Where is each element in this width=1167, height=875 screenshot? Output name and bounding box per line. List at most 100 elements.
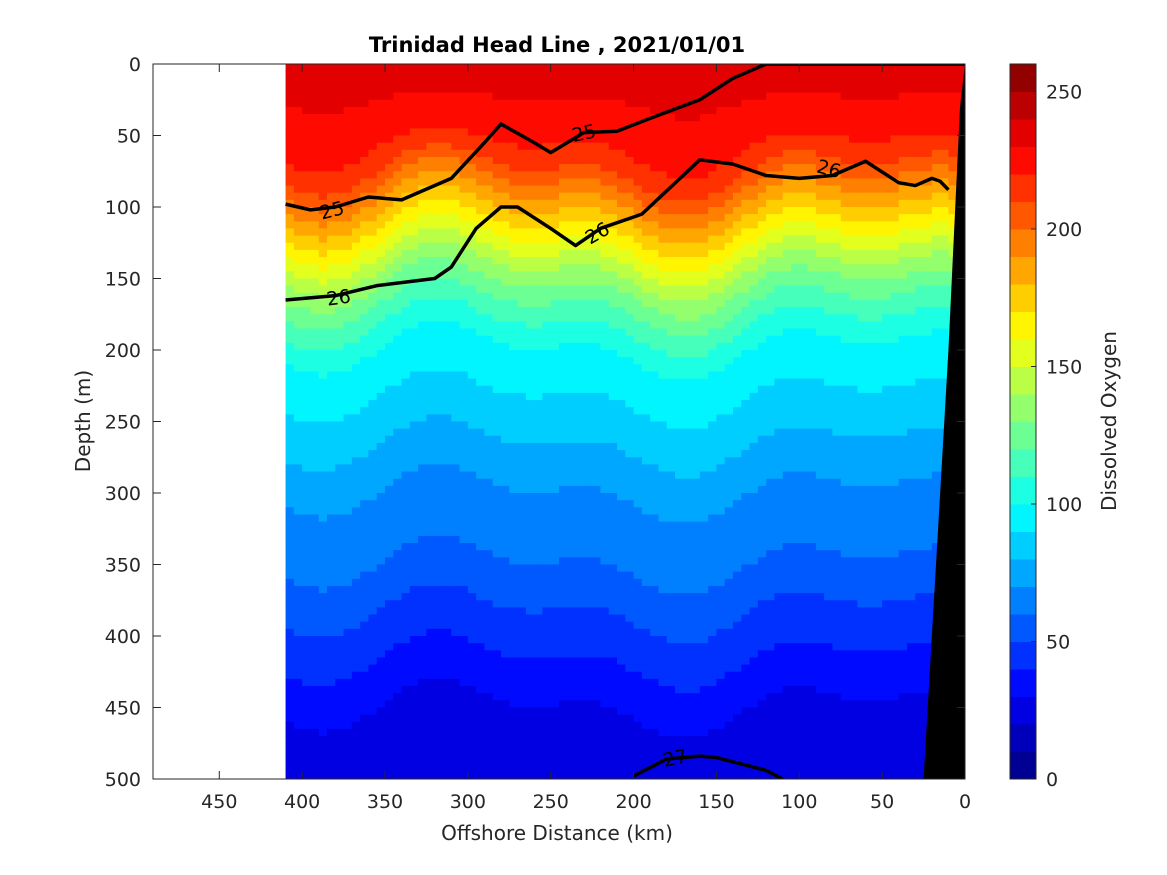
field-cell bbox=[343, 585, 353, 594]
field-cell bbox=[575, 700, 585, 709]
field-cell bbox=[633, 750, 643, 759]
field-cell bbox=[368, 428, 378, 437]
field-cell bbox=[401, 450, 411, 458]
field-cell bbox=[650, 335, 660, 344]
field-cell bbox=[683, 521, 693, 530]
field-cell bbox=[293, 564, 303, 573]
field-cell bbox=[327, 514, 336, 523]
field-cell bbox=[443, 721, 452, 730]
field-cell bbox=[509, 171, 519, 179]
field-cell bbox=[285, 550, 295, 558]
field-cell bbox=[385, 593, 394, 601]
field-cell bbox=[376, 557, 386, 566]
field-cell bbox=[318, 571, 328, 580]
field-cell bbox=[351, 500, 361, 508]
field-cell bbox=[385, 99, 394, 108]
field-cell bbox=[293, 207, 303, 215]
field-cell bbox=[310, 714, 320, 723]
field-cell bbox=[409, 207, 419, 215]
field-cell bbox=[683, 364, 693, 373]
field-cell bbox=[567, 678, 577, 687]
field-cell bbox=[418, 643, 428, 651]
field-cell bbox=[592, 621, 602, 630]
field-cell bbox=[575, 628, 585, 637]
field-cell bbox=[385, 628, 394, 637]
field-cell bbox=[426, 550, 436, 558]
field-cell bbox=[285, 299, 295, 308]
field-cell bbox=[467, 707, 477, 716]
field-cell bbox=[293, 328, 303, 337]
field-cell bbox=[310, 285, 320, 294]
field-cell bbox=[360, 564, 370, 573]
field-cell bbox=[318, 550, 328, 558]
field-cell bbox=[451, 307, 461, 315]
field-cell bbox=[434, 71, 444, 79]
field-cell bbox=[559, 335, 568, 344]
field-cell bbox=[360, 164, 370, 172]
field-cell bbox=[368, 664, 378, 673]
field-cell bbox=[683, 686, 693, 694]
field-cell bbox=[302, 528, 312, 537]
field-cell bbox=[625, 500, 635, 508]
field-cell bbox=[443, 743, 452, 751]
field-cell bbox=[335, 693, 345, 701]
field-cell bbox=[443, 164, 452, 172]
field-cell bbox=[542, 636, 552, 644]
field-cell bbox=[343, 156, 353, 165]
field-cell bbox=[368, 414, 378, 423]
field-cell bbox=[443, 335, 452, 344]
field-cell bbox=[633, 721, 643, 730]
field-cell bbox=[335, 307, 345, 315]
field-cell bbox=[534, 621, 544, 630]
field-cell bbox=[409, 392, 419, 401]
field-cell bbox=[293, 392, 303, 401]
field-cell bbox=[409, 314, 419, 322]
field-cell bbox=[509, 185, 519, 194]
field-cell bbox=[351, 342, 361, 351]
field-cell bbox=[617, 285, 626, 294]
field-cell bbox=[583, 585, 593, 594]
field-cell bbox=[285, 435, 295, 444]
field-cell bbox=[376, 493, 386, 501]
field-cell bbox=[525, 714, 535, 723]
field-cell bbox=[583, 543, 593, 551]
field-cell bbox=[343, 78, 353, 87]
field-cell bbox=[617, 564, 626, 573]
field-cell bbox=[517, 385, 527, 394]
field-cell bbox=[542, 493, 552, 501]
field-cell bbox=[641, 435, 651, 444]
field-cell bbox=[476, 400, 486, 408]
field-cell bbox=[675, 321, 684, 330]
field-cell bbox=[385, 128, 394, 137]
field-cell bbox=[434, 771, 444, 779]
field-cell bbox=[293, 71, 303, 79]
field-cell bbox=[525, 557, 535, 566]
field-cell bbox=[476, 464, 486, 473]
field-cell bbox=[401, 350, 411, 358]
field-cell bbox=[691, 421, 701, 430]
field-cell bbox=[600, 385, 610, 394]
field-cell bbox=[327, 771, 336, 779]
field-cell bbox=[534, 242, 544, 251]
field-cell bbox=[409, 164, 419, 172]
field-cell bbox=[426, 464, 436, 473]
field-cell bbox=[650, 607, 660, 616]
field-cell bbox=[467, 307, 477, 315]
field-cell bbox=[517, 543, 527, 551]
field-cell bbox=[401, 164, 411, 172]
field-cell bbox=[542, 292, 552, 301]
field-cell bbox=[492, 185, 502, 194]
field-cell bbox=[583, 728, 593, 737]
field-cell bbox=[385, 514, 394, 523]
field-cell bbox=[658, 614, 668, 623]
field-cell bbox=[409, 493, 419, 501]
field-cell bbox=[393, 600, 403, 608]
field-cell bbox=[393, 757, 403, 766]
field-cell bbox=[666, 442, 676, 451]
field-cell bbox=[501, 64, 510, 72]
field-cell bbox=[517, 85, 527, 94]
field-cell bbox=[426, 614, 436, 623]
field-cell bbox=[650, 249, 660, 258]
field-cell bbox=[666, 342, 676, 351]
